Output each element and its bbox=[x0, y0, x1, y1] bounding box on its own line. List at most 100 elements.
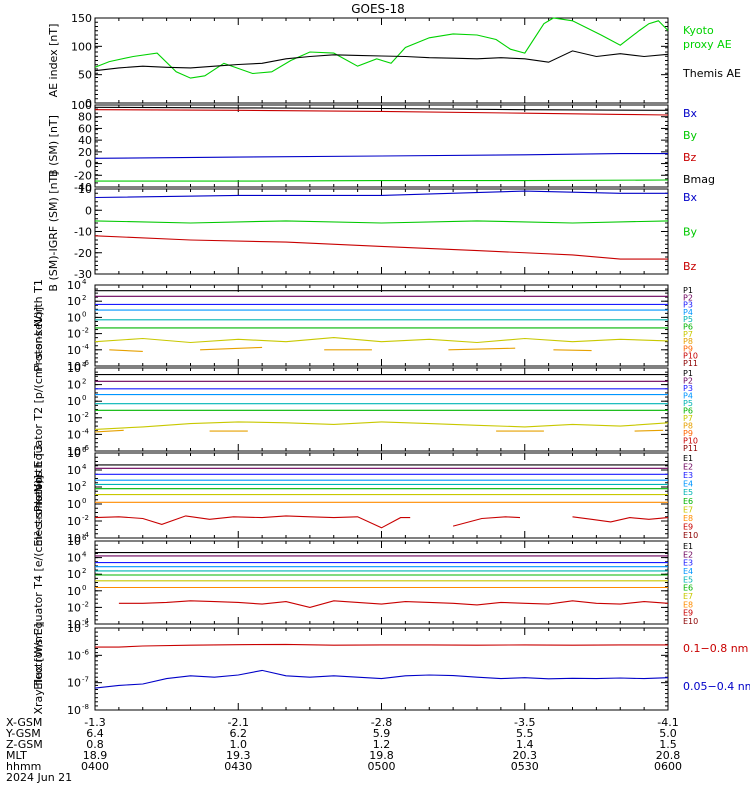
y-axis-label: Xray flux [W/m²] bbox=[32, 623, 45, 714]
legend-p6: P6 bbox=[683, 407, 693, 416]
x-row-label: 2024 Jun 21 bbox=[6, 771, 72, 784]
y-tick-label: 10 bbox=[67, 311, 81, 324]
y-tick-label: 10 bbox=[67, 412, 81, 425]
series-p7-line bbox=[94, 337, 669, 344]
y-tick-label: 10 bbox=[67, 481, 81, 494]
y-tick-exponent: -8 bbox=[82, 703, 89, 711]
x-tick-value: 0430 bbox=[224, 760, 252, 773]
y-tick-label: 10 bbox=[67, 704, 81, 717]
y-tick-exponent: 4 bbox=[82, 278, 87, 286]
x-tick-value: 19.3 bbox=[226, 749, 251, 762]
panel-frame bbox=[94, 104, 669, 188]
series-bx-line bbox=[94, 190, 668, 199]
legend-e7: E7 bbox=[683, 592, 693, 601]
legend-e10: E10 bbox=[683, 617, 698, 626]
x-tick-value: 0500 bbox=[368, 760, 396, 773]
legend-0-1-0-8-nm: 0.1−0.8 nm bbox=[683, 642, 748, 655]
legend-e9: E9 bbox=[683, 609, 693, 618]
legend-p10: P10 bbox=[683, 352, 698, 361]
y-tick-label: -40 bbox=[74, 181, 92, 194]
x-tick-value: -1.3 bbox=[84, 716, 105, 729]
x-tick-value: 6.2 bbox=[230, 727, 248, 740]
y-tick-exponent: -4 bbox=[82, 531, 90, 539]
y-tick-exponent: -2 bbox=[82, 600, 89, 608]
y-tick-exponent: -2 bbox=[82, 327, 89, 335]
x-tick-value: 1.2 bbox=[373, 738, 391, 751]
x-tick-value: 0600 bbox=[654, 760, 682, 773]
legend-e1: E1 bbox=[683, 454, 693, 463]
y-tick-label: 10 bbox=[78, 183, 92, 196]
y-tick-exponent: 2 bbox=[82, 378, 86, 386]
y-tick-exponent: 2 bbox=[82, 294, 86, 302]
y-tick-exponent: 6 bbox=[82, 446, 87, 454]
legend-e5: E5 bbox=[683, 488, 693, 497]
y-tick-label: 10 bbox=[67, 622, 81, 635]
legend-kyoto-proxy-ae: proxy AE bbox=[683, 38, 732, 51]
y-axis-label: Electrons Equator T4 [e/(cm²-s-sr-keV)] bbox=[32, 475, 45, 690]
series-e9-line bbox=[572, 516, 669, 523]
x-row-label: MLT bbox=[6, 749, 27, 762]
y-tick-exponent: 0 bbox=[82, 310, 86, 318]
y-tick-label: 0 bbox=[85, 204, 92, 217]
y-tick-label: -30 bbox=[74, 268, 92, 281]
y-tick-label: 100 bbox=[71, 40, 92, 53]
plot-title: GOES-18 bbox=[351, 2, 405, 16]
y-tick-exponent: 0 bbox=[82, 497, 86, 505]
legend-e10: E10 bbox=[683, 531, 698, 540]
series-e9-line bbox=[452, 516, 521, 527]
x-tick-value: 18.9 bbox=[83, 749, 108, 762]
y-tick-label: 10 bbox=[67, 295, 81, 308]
legend-p10: P10 bbox=[683, 437, 698, 446]
legend-e4: E4 bbox=[683, 567, 693, 576]
y-tick-exponent: -4 bbox=[82, 427, 90, 435]
series-p8-line bbox=[553, 349, 592, 352]
x-tick-value: -4.1 bbox=[657, 716, 678, 729]
legend-p4: P4 bbox=[683, 308, 693, 317]
panel-frame bbox=[94, 367, 669, 452]
y-tick-exponent: -6 bbox=[82, 444, 90, 452]
x-tick-value: 20.8 bbox=[656, 749, 681, 762]
y-axis-label: Protons North T1 bbox=[32, 279, 45, 372]
y-tick-exponent: 0 bbox=[82, 394, 86, 402]
legend-p3: P3 bbox=[683, 384, 693, 393]
y-tick-label: 10 bbox=[67, 428, 81, 441]
series-by-line bbox=[95, 179, 669, 182]
x-row-label: X-GSM bbox=[6, 716, 42, 729]
y-axis-label: Electrons North T3 bbox=[32, 444, 45, 546]
legend-e6: E6 bbox=[683, 584, 693, 593]
legend-p6: P6 bbox=[683, 323, 693, 332]
y-tick-label: 10 bbox=[67, 677, 81, 690]
y-tick-label: 10 bbox=[67, 362, 81, 375]
series-e9-line bbox=[94, 515, 411, 529]
y-tick-label: -20 bbox=[74, 247, 92, 260]
series-bmag-line bbox=[94, 106, 669, 111]
y-tick-label: 50 bbox=[78, 69, 92, 82]
y-tick-label: 10 bbox=[67, 447, 81, 460]
y-tick-exponent: 4 bbox=[82, 463, 87, 471]
series-e9-line bbox=[118, 600, 669, 608]
y-tick-label: 100 bbox=[71, 99, 92, 112]
series-p8-line bbox=[200, 346, 263, 351]
y-tick-label: 10 bbox=[67, 585, 81, 598]
x-row-label: Z-GSM bbox=[6, 738, 43, 751]
y-tick-exponent: 4 bbox=[82, 551, 87, 559]
y-tick-exponent: 2 bbox=[82, 480, 86, 488]
x-tick-value: 0400 bbox=[81, 760, 109, 773]
y-tick-label: 10 bbox=[67, 568, 81, 581]
legend-e5: E5 bbox=[683, 575, 693, 584]
y-tick-exponent: 0 bbox=[82, 584, 86, 592]
x-tick-value: 5.9 bbox=[373, 727, 391, 740]
legend-e3: E3 bbox=[683, 559, 693, 568]
legend-bx: Bx bbox=[683, 107, 698, 120]
y-tick-label: 10 bbox=[67, 395, 81, 408]
legend-e8: E8 bbox=[683, 514, 693, 523]
legend-bz: Bz bbox=[683, 260, 697, 273]
y-axis-label: Protons Equator T2 [p/(cm²-s-sr-keV)] bbox=[32, 307, 45, 512]
y-tick-label: 10 bbox=[67, 328, 81, 341]
